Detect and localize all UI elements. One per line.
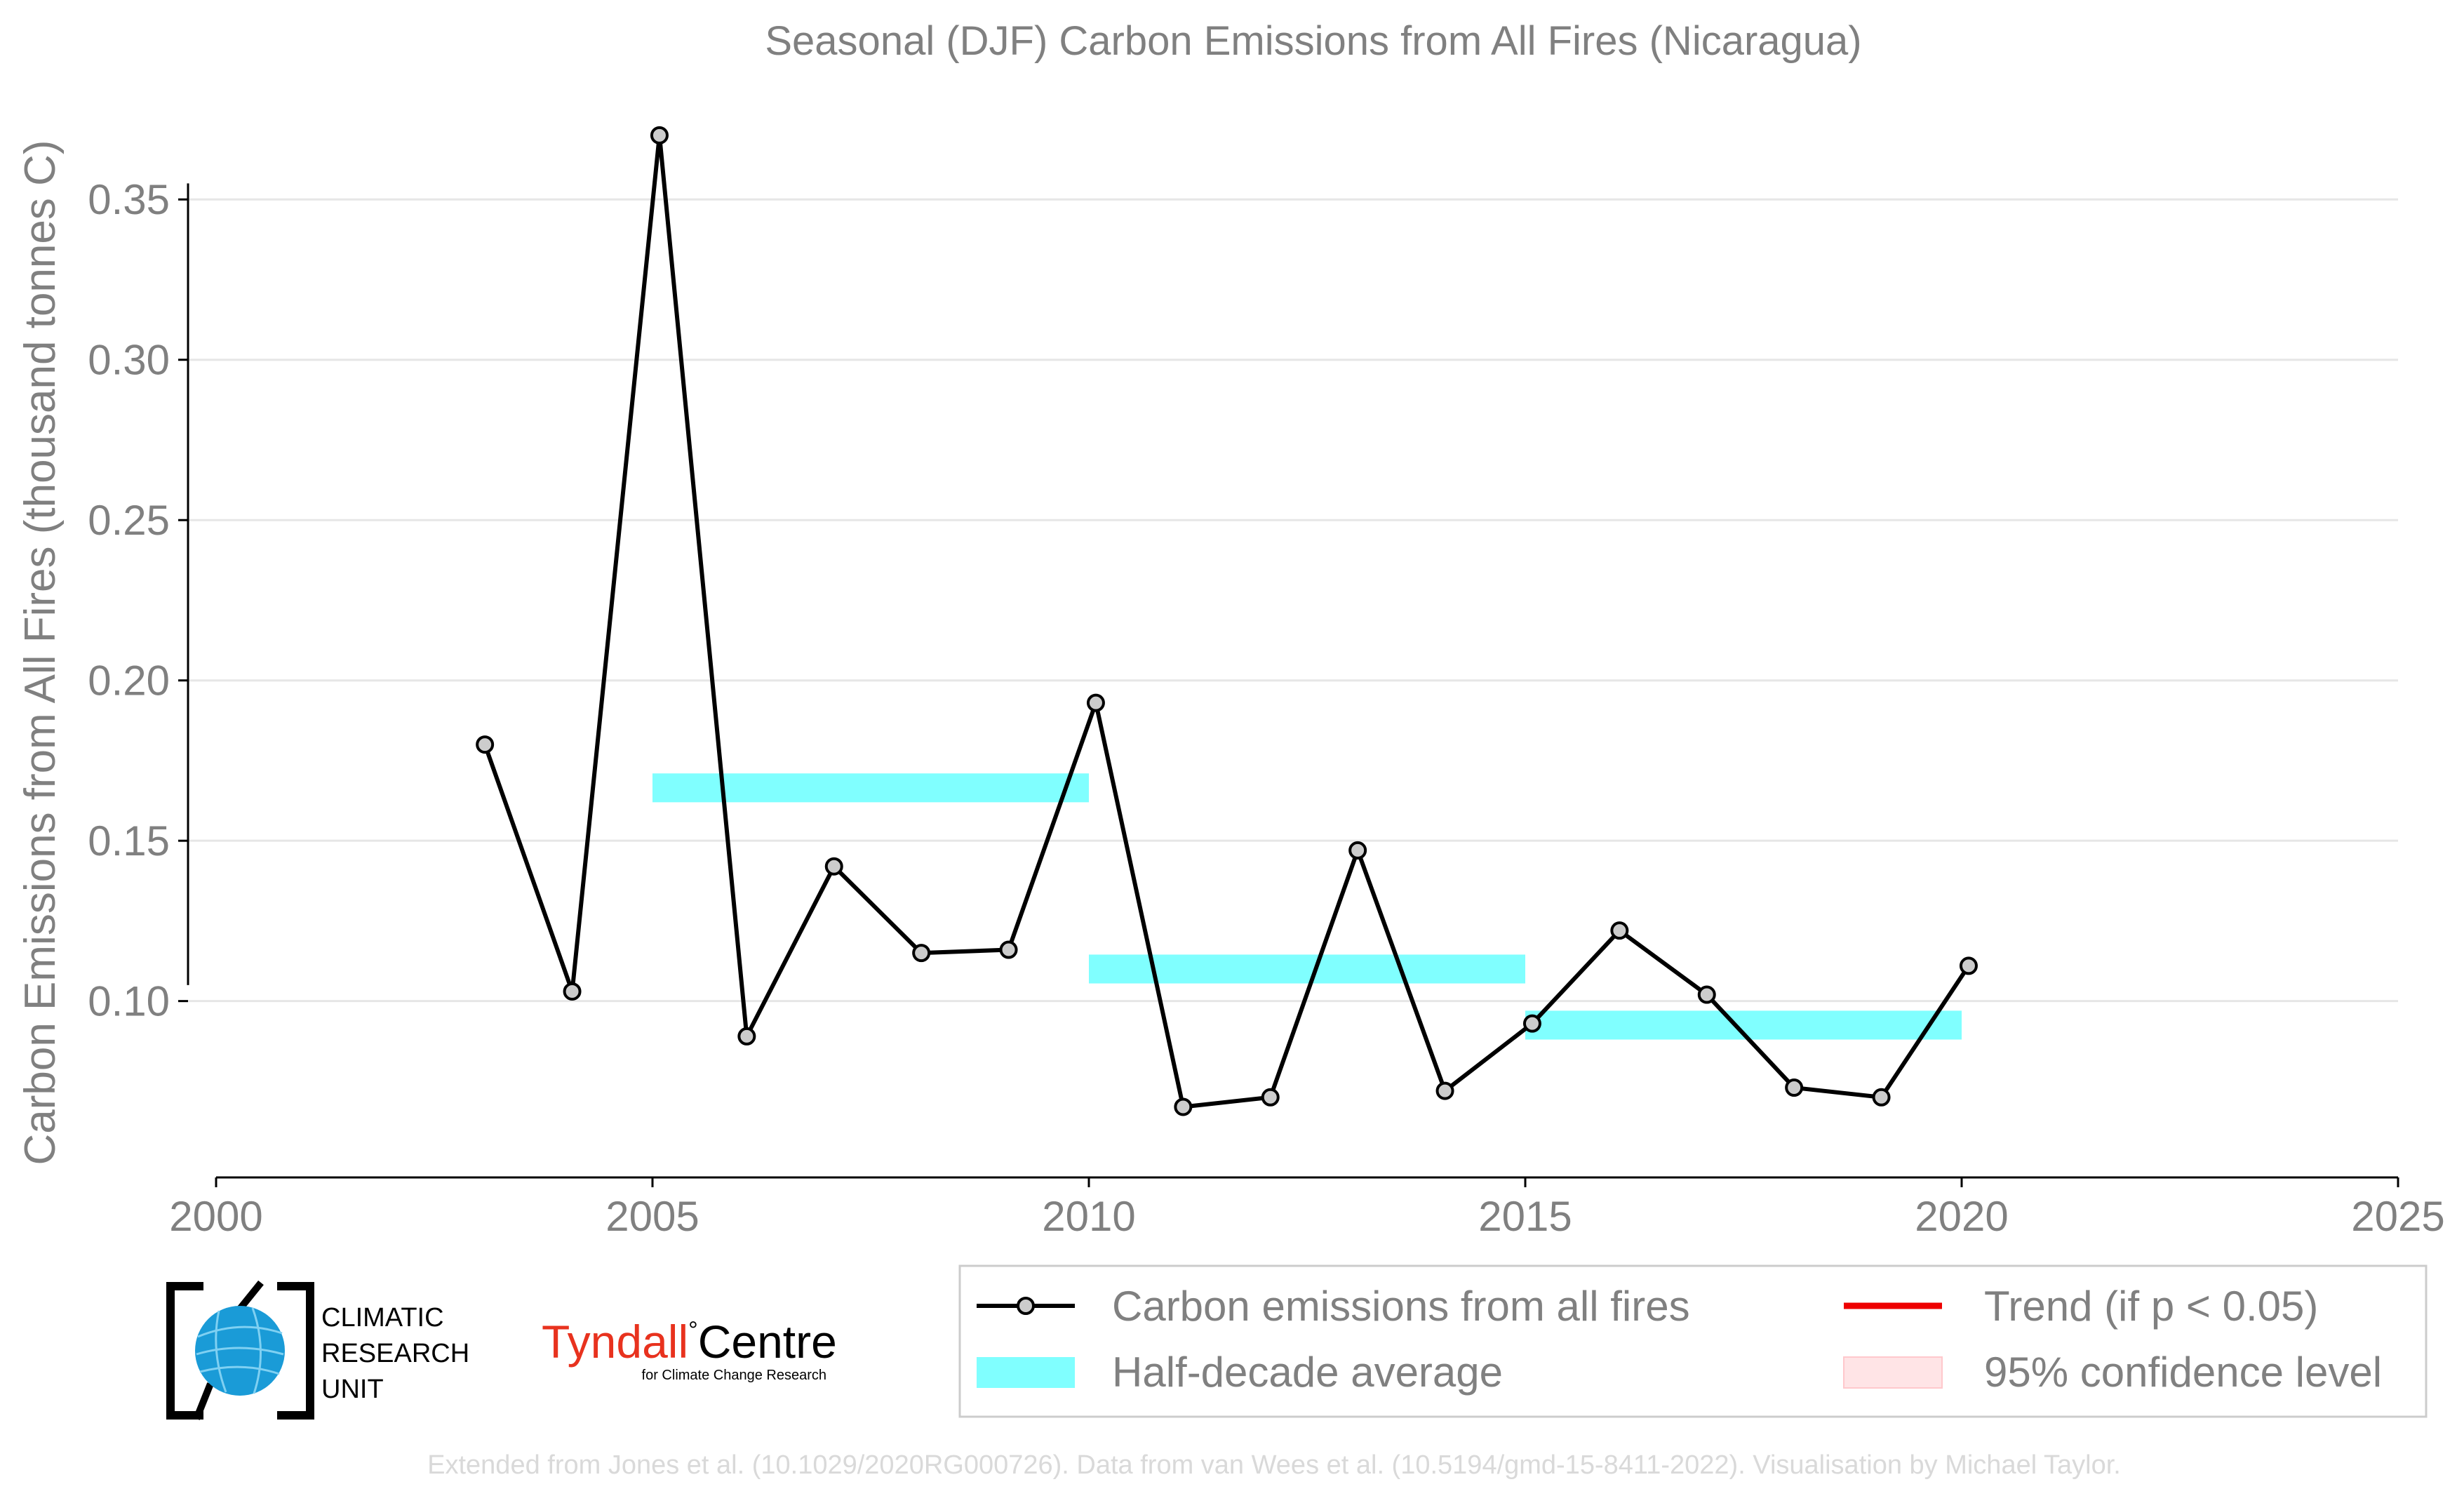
data-point — [1086, 693, 1105, 712]
data-point — [999, 940, 1018, 959]
cru-logo: CLIMATIC RESEARCH UNIT — [166, 1280, 469, 1420]
data-point — [912, 944, 931, 963]
legend-marker-series — [1017, 1297, 1035, 1315]
y-tick-label: 0.15 — [88, 817, 170, 864]
cru-bracket-right — [277, 1282, 314, 1420]
grid — [188, 198, 2398, 1003]
series-line — [483, 133, 1971, 1109]
data-point — [1959, 956, 1978, 975]
y-tick-label: 0.25 — [88, 497, 170, 544]
data-point — [737, 1027, 756, 1046]
x-ticks: 2000 2005 2010 2015 2020 2025 — [169, 1177, 2445, 1240]
axes — [187, 183, 2398, 1179]
data-point — [650, 126, 669, 145]
x-tick-label: 2025 — [2351, 1193, 2444, 1240]
y-tick-label: 0.10 — [88, 978, 170, 1025]
footer-credit: Extended from Jones et al. (10.1029/2020… — [427, 1450, 2121, 1480]
tyndall-subtitle: for Climate Change Research — [642, 1368, 826, 1383]
chart-title: Seasonal (DJF) Carbon Emissions from All… — [765, 18, 1861, 64]
legend-frame — [958, 1264, 2428, 1418]
y-tick-label: 0.20 — [88, 657, 170, 704]
data-point — [563, 982, 582, 1001]
y-tick-label: 0.35 — [88, 176, 170, 223]
legend-label-series: Carbon emissions from all fires — [1112, 1283, 1690, 1330]
cru-text-line2: RESEARCH — [321, 1339, 469, 1368]
half-decade-band — [1089, 954, 1525, 984]
series-layer — [476, 126, 1978, 1116]
cru-bracket-left — [166, 1282, 203, 1420]
y-axis-label: Carbon Emissions from All Fires (thousan… — [16, 140, 65, 1165]
tyndall-logo: Tyndall°Centre for Climate Change Resear… — [542, 1316, 837, 1383]
legend-label-confidence: 95% confidence level — [1984, 1349, 2382, 1396]
data-point — [1174, 1097, 1193, 1116]
legend-swatch-confidence — [1843, 1356, 1943, 1389]
x-tick-label: 2015 — [1478, 1193, 1572, 1240]
cru-text-line1: CLIMATIC — [321, 1303, 444, 1333]
x-tick-label: 2000 — [169, 1193, 262, 1240]
legend-swatch-half-decade — [977, 1357, 1075, 1388]
globe-icon — [195, 1306, 285, 1396]
data-point — [1785, 1078, 1804, 1097]
legend-label-half-decade: Half-decade average — [1112, 1349, 1503, 1396]
x-tick-label: 2020 — [1915, 1193, 2008, 1240]
data-point — [1435, 1081, 1454, 1100]
data-point — [1610, 921, 1629, 940]
tyndall-name: Tyndall°Centre — [542, 1316, 837, 1368]
data-point — [1261, 1088, 1280, 1107]
x-tick-label: 2010 — [1042, 1193, 1135, 1240]
legend: Carbon emissions from all fires Trend (i… — [958, 1264, 2428, 1418]
y-ticks: 0.10 0.15 0.20 0.25 0.30 0.35 — [88, 176, 188, 1025]
data-point — [1522, 1014, 1541, 1033]
y-tick-label: 0.30 — [88, 337, 170, 384]
data-point — [1872, 1088, 1891, 1107]
data-point — [1697, 985, 1716, 1004]
legend-label-trend: Trend (if p < 0.05) — [1984, 1283, 2318, 1330]
data-point — [1348, 841, 1367, 860]
half-decade-band — [652, 773, 1089, 803]
data-point — [824, 857, 843, 876]
cru-text-line3: UNIT — [321, 1375, 384, 1404]
data-point — [476, 735, 495, 754]
x-tick-label: 2005 — [605, 1193, 699, 1240]
